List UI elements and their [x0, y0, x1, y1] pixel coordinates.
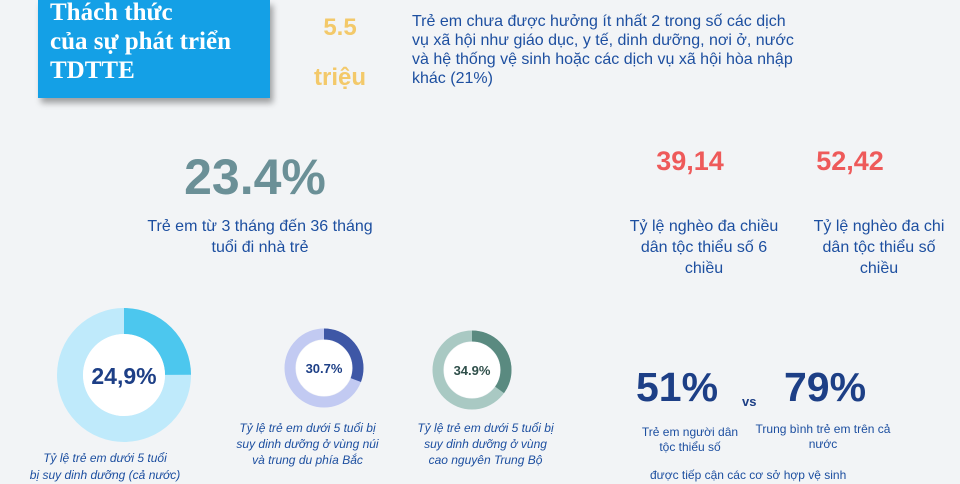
poverty-caption-line: dân tộc thiểu số 6 [640, 239, 768, 256]
donut-caption-line: cao nguyên Trung Bộ [428, 453, 543, 467]
comparison-caption-line: nước [808, 437, 838, 451]
stat-value: 5.5 [323, 14, 357, 41]
comparison-left-value: 51% [636, 364, 719, 410]
comparison-caption-line: Trung bình trẻ em trên cả [755, 422, 891, 436]
donut-label: 34.9% [454, 363, 491, 378]
nursery-caption: Trẻ em từ 3 tháng đến 36 tháng tuổi đi n… [110, 216, 410, 258]
comparison-vs: vs [742, 394, 757, 409]
stat-desc-line: vụ xã hội như giáo dục, y tế, dinh dưỡng… [412, 32, 794, 49]
stat-desc-line: Trẻ em chưa được hưởng ít nhất 2 trong s… [412, 13, 786, 30]
poverty-caption-line: Tỷ lệ nghèo đa chi [813, 218, 945, 235]
title-line-3: TDTTE [50, 57, 135, 84]
nursery-caption-line: Trẻ em từ 3 tháng đến 36 tháng [147, 218, 373, 235]
title-box: Thách thức của sự phát triển TDTTE [38, 0, 270, 98]
nursery-value: 23.4% [184, 149, 326, 205]
donut-caption-line: bị suy dinh dưỡng (cả nước) [29, 468, 181, 482]
poverty-value-2: 52,42 [816, 146, 884, 176]
donut-chart-north: 30.7% [284, 328, 364, 408]
donut-caption-line: Tỷ lệ trẻ em dưới 5 tuổi bị [239, 421, 376, 435]
donut-caption-line: suy dinh dưỡng ở vùng [424, 437, 547, 451]
poverty-caption-line: Tỷ lệ nghèo đa chiều [629, 218, 779, 235]
comparison-left-caption: Trẻ em người dân tộc thiểu số [628, 425, 752, 455]
poverty-value-1: 39,14 [656, 146, 724, 176]
comparison-caption-line: tộc thiểu số [659, 440, 721, 454]
poverty-caption-line: chiều [684, 260, 724, 277]
comparison-right-value: 79% [784, 364, 867, 410]
title-line-1: Thách thức [50, 0, 173, 26]
poverty-caption-1: Tỷ lệ nghèo đa chiều dân tộc thiểu số 6 … [606, 216, 802, 279]
donut-caption-line: Tỷ lệ trẻ em dưới 5 tuổi bị [417, 421, 554, 435]
donut-caption-line: và trung du phía Bắc [252, 453, 363, 467]
donut-caption-north: Tỷ lệ trẻ em dưới 5 tuổi bị suy dinh dưỡ… [220, 420, 395, 468]
donut-arc [284, 328, 364, 408]
donut-arc [57, 308, 191, 442]
donut-caption-line: Tỷ lệ trẻ em dưới 5 tuổi [43, 451, 167, 465]
poverty-caption-line: chiều [859, 260, 899, 277]
donut-center [296, 340, 352, 396]
donut-center [83, 334, 165, 416]
stat-desc-line: khác (21%) [412, 70, 493, 87]
donut-arc [432, 330, 512, 410]
poverty-caption-2: Tỷ lệ nghèo đa chi dân tộc thiểu số chiề… [798, 216, 960, 279]
stat-unit: triệu [313, 64, 366, 91]
donut-label: 24,9% [91, 363, 156, 389]
poverty-caption-line: dân tộc thiểu số [822, 239, 936, 256]
donut-label: 30.7% [306, 361, 343, 376]
title-line-2: của sự phát triển [50, 28, 231, 55]
comparison-right-caption: Trung bình trẻ em trên cả nước [748, 422, 898, 452]
donut-chart-highlands: 34.9% [432, 330, 512, 410]
donut-caption-line: suy dinh dưỡng ở vùng núi [236, 437, 379, 451]
comparison-footer: được tiếp cận các cơ sở hợp vệ sinh [650, 468, 847, 482]
donut-caption-highlands: Tỷ lệ trẻ em dưới 5 tuổi bị suy dinh dưỡ… [398, 420, 573, 468]
comparison-caption-line: Trẻ em người dân [641, 425, 739, 439]
stat-description: Trẻ em chưa được hưởng ít nhất 2 trong s… [412, 12, 882, 88]
donut-center [444, 342, 500, 398]
nursery-caption-line: tuổi đi nhà trẻ [211, 239, 309, 256]
donut-chart-national: 24,9% [57, 308, 191, 442]
stat-desc-line: và hệ thống vệ sinh hoặc các dịch vụ xã … [412, 51, 793, 68]
donut-caption-national: Tỷ lệ trẻ em dưới 5 tuổi bị suy dinh dưỡ… [0, 450, 210, 484]
